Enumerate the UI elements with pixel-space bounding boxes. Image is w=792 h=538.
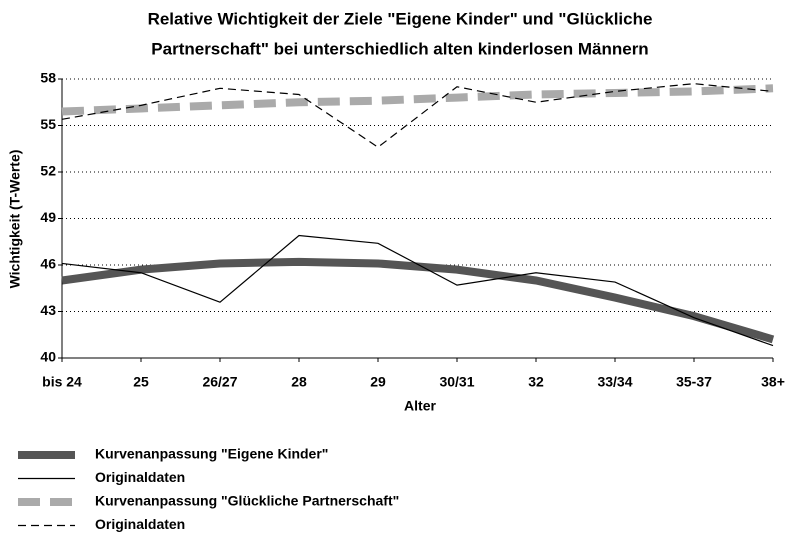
x-axis-label: Alter	[404, 398, 436, 414]
y-tick-label: 52	[40, 163, 56, 179]
series-line	[61, 83, 774, 148]
x-tick-label: 25	[133, 374, 149, 390]
y-tick-label: 43	[40, 302, 56, 318]
x-tick-label: 32	[528, 374, 544, 390]
x-tick-label: bis 24	[42, 374, 82, 390]
legend-label: Originaldaten	[95, 469, 185, 485]
x-tick-label: 29	[370, 374, 386, 390]
x-tick-label: 30/31	[439, 374, 474, 390]
y-axis-label: Wichtigkeit (T-Werte)	[7, 150, 23, 289]
x-tick-label: 38+	[761, 374, 785, 390]
y-tick-label: 40	[40, 349, 56, 365]
legend-label: Originaldaten	[95, 516, 185, 532]
series-line	[61, 234, 774, 347]
y-tick-label: 49	[40, 209, 56, 225]
y-tick-label: 58	[40, 70, 56, 86]
legend-label: Kurvenanpassung "Eigene Kinder"	[95, 446, 328, 462]
x-tick-label: 35-37	[676, 374, 712, 390]
y-tick-label: 46	[40, 256, 56, 272]
x-tick-label: 33/34	[597, 374, 632, 390]
chart-title: Partnerschaft" bei unterschiedlich alten…	[151, 39, 648, 58]
series-line	[61, 84, 774, 116]
chart-title: Relative Wichtigkeit der Ziele "Eigene K…	[148, 9, 653, 28]
x-tick-label: 28	[291, 374, 307, 390]
y-tick-label: 55	[40, 116, 56, 132]
series-line	[61, 257, 775, 344]
legend-label: Kurvenanpassung "Glückliche Partnerschaf…	[95, 493, 399, 509]
x-tick-label: 26/27	[202, 374, 237, 390]
